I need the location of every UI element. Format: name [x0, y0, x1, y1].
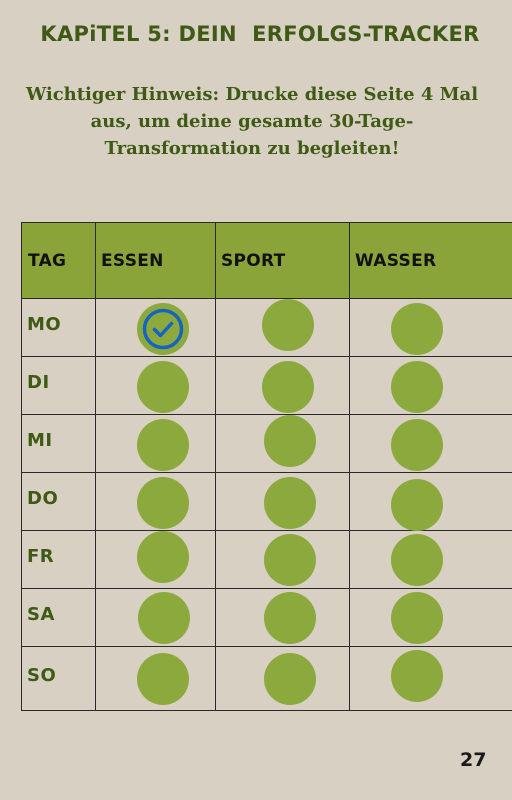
- header-tag: TAG: [28, 251, 67, 271]
- grid-line: [21, 298, 512, 299]
- page-number: 27: [460, 749, 487, 771]
- checkbox-sport-sa[interactable]: [264, 592, 316, 644]
- checkbox-sport-fr[interactable]: [264, 534, 316, 586]
- checkbox-sport-mo[interactable]: [262, 299, 314, 351]
- table-header-row: TAG ESSEN SPORT WASSER: [21, 222, 512, 298]
- tracker-table: TAG ESSEN SPORT WASSER MO DI MI DO FR SA…: [21, 222, 512, 711]
- grid-line: [21, 356, 512, 357]
- grid-line: [21, 530, 512, 531]
- grid-line: [21, 588, 512, 589]
- checkbox-essen-di[interactable]: [137, 361, 189, 413]
- checkbox-sport-do[interactable]: [264, 477, 316, 529]
- day-label-fr: FR: [27, 546, 55, 567]
- grid-line: [21, 222, 22, 711]
- checkbox-wasser-di[interactable]: [391, 361, 443, 413]
- day-label-mi: MI: [27, 430, 53, 451]
- grid-line: [21, 414, 512, 415]
- checkbox-sport-mi[interactable]: [264, 415, 316, 467]
- checkbox-essen-mi[interactable]: [137, 419, 189, 471]
- grid-line: [21, 710, 512, 711]
- checkbox-wasser-mo[interactable]: [391, 303, 443, 355]
- day-label-mo: MO: [27, 314, 62, 335]
- checkbox-wasser-fr[interactable]: [391, 534, 443, 586]
- grid-line: [215, 222, 216, 711]
- checkbox-wasser-do[interactable]: [391, 479, 443, 531]
- day-label-do: DO: [27, 488, 59, 509]
- day-label-sa: SA: [27, 604, 55, 625]
- checkbox-sport-so[interactable]: [264, 653, 316, 705]
- grid-line: [21, 222, 512, 223]
- checkbox-essen-mo[interactable]: [137, 303, 189, 355]
- day-label-di: DI: [27, 372, 50, 393]
- checkbox-essen-sa[interactable]: [138, 592, 190, 644]
- checkbox-sport-di[interactable]: [262, 361, 314, 413]
- grid-line: [349, 222, 350, 711]
- checkbox-wasser-so[interactable]: [391, 650, 443, 702]
- checkbox-wasser-sa[interactable]: [391, 592, 443, 644]
- grid-line: [21, 472, 512, 473]
- checkbox-wasser-mi[interactable]: [391, 419, 443, 471]
- notice-text: Wichtiger Hinweis: Drucke diese Seite 4 …: [25, 84, 479, 159]
- page-title: KAPiTEL 5: DEIN ERFOLGS-TRACKER: [40, 22, 480, 46]
- day-label-so: SO: [27, 665, 57, 686]
- checkbox-essen-do[interactable]: [137, 477, 189, 529]
- check-circle-icon: [142, 308, 184, 350]
- grid-line: [21, 646, 512, 647]
- header-sport: SPORT: [221, 251, 286, 271]
- header-wasser: WASSER: [355, 251, 437, 271]
- checkbox-essen-so[interactable]: [137, 653, 189, 705]
- grid-line: [95, 222, 96, 711]
- header-essen: ESSEN: [101, 251, 164, 271]
- checkbox-essen-fr[interactable]: [137, 531, 189, 583]
